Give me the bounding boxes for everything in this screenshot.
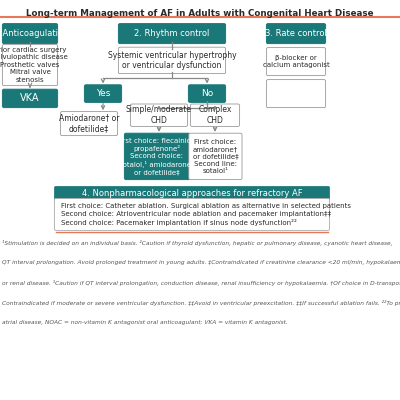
Text: Prior cardiac surgery
Valvulopathic disease
Prosthetic valves
Mitral valve
steno: Prior cardiac surgery Valvulopathic dise… [0, 47, 68, 83]
Text: First choice:
amiodarone†
or dofetilide‡
Second line:
sotalol¹: First choice: amiodarone† or dofetilide‡… [192, 139, 238, 174]
Text: QT interval prolongation. Avoid prolonged treatment in young adults. ‡Contraindi: QT interval prolongation. Avoid prolonge… [2, 260, 400, 265]
Text: β-blocker or
calcium antagonist: β-blocker or calcium antagonist [263, 55, 329, 68]
FancyBboxPatch shape [2, 89, 58, 108]
Text: 4. Nonpharmacological approaches for refractory AF: 4. Nonpharmacological approaches for ref… [82, 190, 302, 198]
Text: First choice: flecainide/
propafenone²
Second choice:
sotalol,¹ amiodarone†
or d: First choice: flecainide/ propafenone² S… [117, 138, 197, 175]
FancyBboxPatch shape [54, 198, 330, 230]
FancyBboxPatch shape [60, 112, 118, 136]
Text: No: No [201, 89, 213, 98]
Text: Yes: Yes [96, 89, 110, 98]
Text: Second choice: Atrioventricular node ablation and pacemaker implantation‡‡: Second choice: Atrioventricular node abl… [61, 211, 331, 217]
Text: Amiodarone† or
dofetilide‡: Amiodarone† or dofetilide‡ [59, 114, 119, 134]
Text: ¹Stimulation is decided on an individual basis. ²Caution if thyroid dysfunction,: ¹Stimulation is decided on an individual… [2, 240, 392, 246]
FancyBboxPatch shape [188, 85, 226, 102]
Text: Contraindicated if moderate or severe ventricular dysfunction. ‡‡Avoid in ventri: Contraindicated if moderate or severe ve… [2, 300, 400, 306]
Text: 3. Rate control: 3. Rate control [265, 29, 327, 38]
Text: or renal disease. ¹Caution if QT interval prolongation, conduction disease, rena: or renal disease. ¹Caution if QT interva… [2, 280, 400, 286]
Text: First choice: Catheter ablation. Surgical ablation as alternative in selected pa: First choice: Catheter ablation. Surgica… [61, 203, 351, 209]
Text: 2. Rhythm control: 2. Rhythm control [134, 29, 210, 38]
FancyBboxPatch shape [118, 47, 226, 74]
FancyBboxPatch shape [130, 104, 188, 126]
Text: VKA: VKA [20, 93, 40, 103]
FancyBboxPatch shape [54, 186, 330, 202]
FancyBboxPatch shape [2, 24, 58, 44]
FancyBboxPatch shape [190, 104, 240, 126]
Text: Simple/moderate
CHD: Simple/moderate CHD [126, 105, 192, 125]
Text: 1. Anticoagulation: 1. Anticoagulation [0, 29, 68, 38]
FancyBboxPatch shape [2, 44, 58, 86]
Text: Systemic ventricular hypertrophy
or ventricular dysfunction: Systemic ventricular hypertrophy or vent… [108, 50, 236, 70]
FancyBboxPatch shape [266, 48, 326, 76]
FancyBboxPatch shape [266, 80, 326, 108]
Text: Complex
CHD: Complex CHD [198, 105, 232, 125]
FancyBboxPatch shape [189, 133, 242, 180]
FancyBboxPatch shape [118, 24, 226, 44]
FancyBboxPatch shape [266, 24, 326, 44]
Text: atrial disease, NOAC = non-vitamin K antagonist oral anticoagulant; VKA = vitami: atrial disease, NOAC = non-vitamin K ant… [2, 320, 288, 325]
Text: Long-term Management of AF in Adults with Congenital Heart Disease: Long-term Management of AF in Adults wit… [26, 9, 374, 18]
FancyBboxPatch shape [124, 133, 190, 180]
Text: Second choice: Pacemaker implantation if sinus node dysfunction²²: Second choice: Pacemaker implantation if… [61, 219, 297, 226]
FancyBboxPatch shape [84, 85, 122, 102]
